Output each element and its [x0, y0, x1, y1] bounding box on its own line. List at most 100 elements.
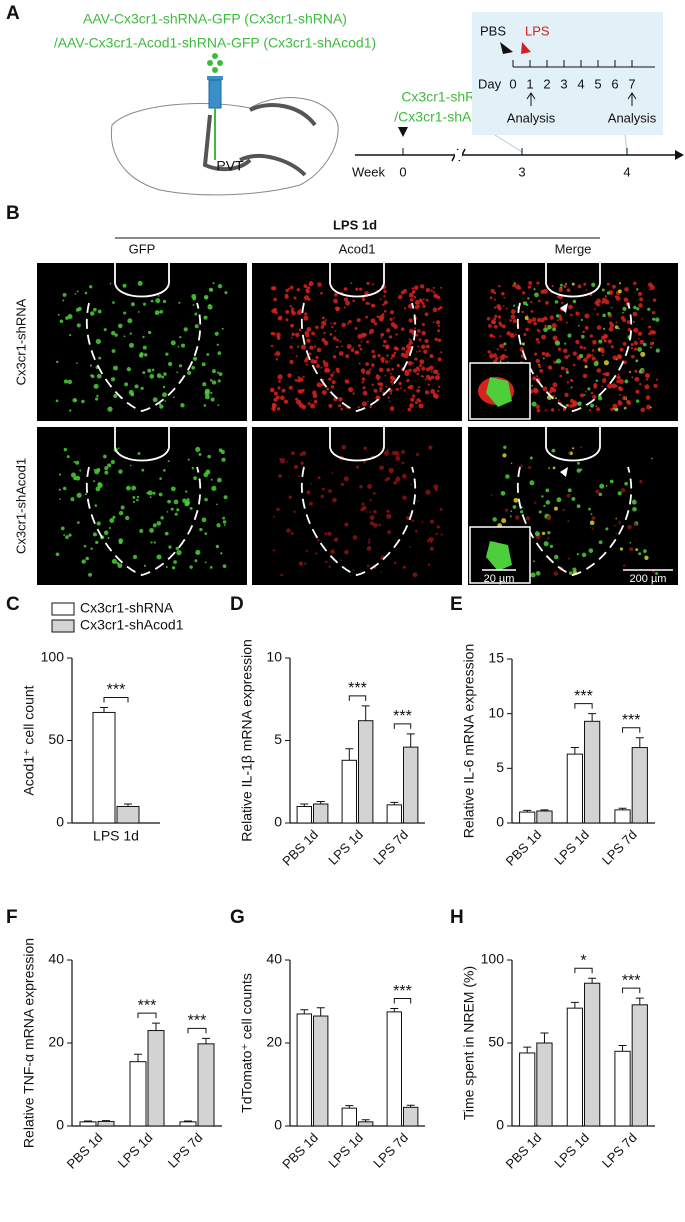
cell-signal [411, 289, 416, 294]
cell-signal [653, 383, 658, 388]
cell-signal [315, 552, 318, 555]
cell-signal [96, 521, 101, 526]
cell-signal [592, 394, 597, 400]
bar [313, 1015, 329, 1127]
cell-signal [117, 563, 123, 569]
error-bar [406, 1104, 415, 1108]
cell-signal [554, 554, 559, 560]
cell-signal [208, 303, 211, 307]
cell-signal [67, 314, 73, 320]
cell-signal [373, 522, 378, 528]
cell-signal [290, 451, 295, 456]
cell-signal [437, 357, 442, 362]
cell-signal [345, 354, 350, 359]
cell-signal [223, 495, 228, 500]
cell-signal [317, 476, 321, 480]
cell-signal [211, 485, 217, 491]
cell-signal [390, 372, 392, 375]
y-tick-label: 20 [48, 1034, 64, 1050]
cell-signal [527, 297, 530, 300]
cell-signal [269, 387, 275, 393]
cell-signal [589, 520, 595, 526]
cell-signal [387, 396, 390, 399]
cell-signal [297, 378, 301, 383]
cell-signal [273, 353, 276, 356]
cell-signal [588, 507, 591, 511]
x-tick-label: LPS 7d [599, 1130, 640, 1171]
cell-signal [434, 337, 438, 342]
cell-signal [359, 485, 363, 489]
cell-signal [590, 391, 594, 395]
cell-signal [118, 540, 123, 545]
cell-signal [210, 478, 213, 481]
y-tick-label: 0 [274, 814, 282, 830]
cell-signal [495, 356, 499, 361]
cell-signal [60, 526, 65, 531]
cell-signal [62, 299, 65, 302]
cell-signal [489, 354, 494, 359]
cell-signal [629, 371, 632, 374]
brain-structure [202, 103, 317, 177]
cell-signal [275, 358, 279, 361]
cell-signal [433, 484, 439, 490]
cell-signal [55, 552, 60, 557]
x-tick-label: LPS 7d [599, 827, 640, 868]
cell-signal [637, 331, 643, 336]
cell-signal [85, 556, 89, 561]
error-bar [540, 809, 549, 811]
cell-signal [440, 286, 443, 289]
cell-signal [328, 377, 332, 381]
cell-signal [414, 357, 418, 361]
cell-signal [563, 284, 567, 289]
cell-signal [222, 520, 227, 524]
cell-signal [272, 549, 276, 552]
cell-signal [644, 555, 649, 560]
cell-signal [527, 318, 533, 324]
cell-signal [344, 379, 348, 383]
cell-signal [305, 286, 308, 289]
cell-signal [572, 299, 577, 304]
cell-signal [561, 301, 564, 305]
cell-signal [612, 403, 618, 409]
cell-signal [79, 469, 82, 472]
cell-signal [142, 335, 145, 339]
cell-signal [178, 364, 183, 368]
cell-signal [577, 461, 580, 465]
cell-signal [369, 499, 372, 502]
bar [519, 1052, 536, 1127]
cell-signal [437, 372, 440, 376]
cell-signal [317, 538, 320, 542]
cell-signal [554, 300, 559, 304]
cell-signal [363, 446, 368, 451]
cell-signal [549, 544, 554, 549]
cell-signal [416, 398, 421, 402]
cell-signal [150, 541, 153, 544]
cell-signal [437, 338, 442, 343]
cell-signal [128, 342, 134, 348]
cell-signal [386, 513, 392, 520]
cell-signal [140, 386, 144, 390]
cell-signal [369, 405, 372, 409]
cell-signal [174, 512, 178, 516]
cell-signal [287, 373, 292, 378]
cell-signal [631, 499, 637, 505]
panel-label: A [6, 3, 20, 24]
cell-signal [559, 374, 563, 378]
error-bar [570, 1001, 579, 1009]
cell-signal [193, 476, 197, 481]
bar [403, 1106, 419, 1127]
cell-signal [94, 469, 100, 475]
cell-signal [298, 402, 304, 408]
cell-signal [415, 530, 418, 533]
cell-signal [596, 407, 600, 412]
cell-signal [539, 368, 544, 373]
bar [92, 711, 116, 824]
cell-signal [194, 559, 198, 563]
bar [386, 804, 403, 824]
legend-swatch [51, 602, 75, 616]
cell-signal [619, 282, 622, 285]
cell-signal [335, 367, 340, 372]
bar [403, 746, 419, 824]
error-bar [540, 1032, 549, 1043]
